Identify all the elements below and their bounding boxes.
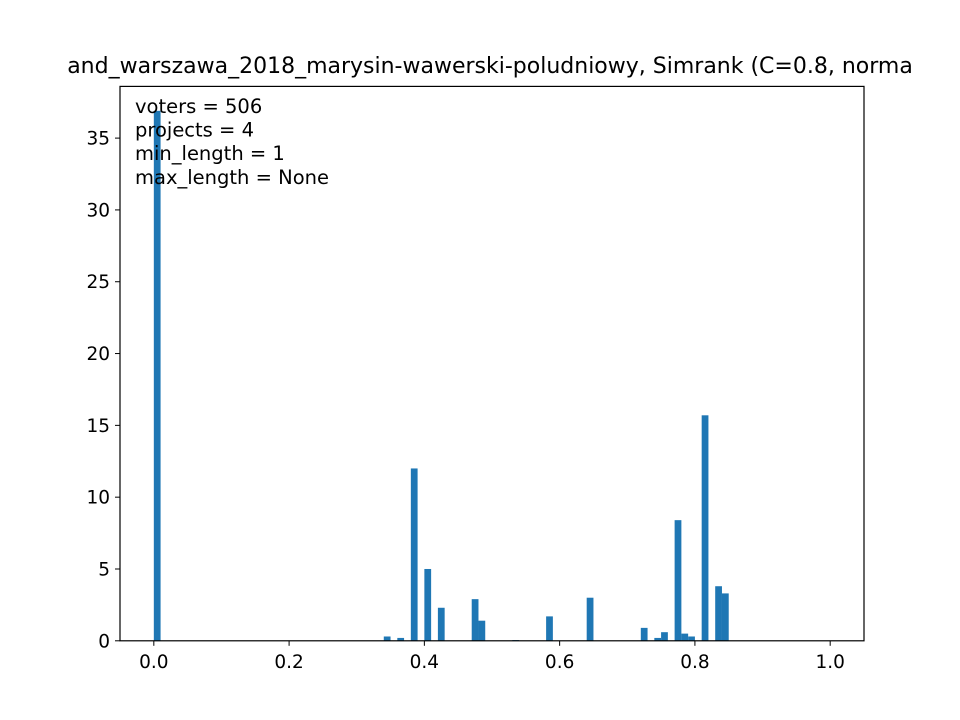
- annotation-line: max_length = None: [135, 166, 329, 189]
- x-tick-label: 1.0: [815, 652, 844, 673]
- histogram-bar: [471, 599, 479, 641]
- y-tick-label: 20: [86, 344, 110, 365]
- annotation-line: projects = 4: [135, 119, 254, 142]
- y-tick-label: 5: [98, 559, 110, 580]
- histogram-bar: [721, 593, 729, 641]
- y-tick-label: 15: [86, 416, 110, 437]
- histogram-bar: [688, 636, 695, 641]
- x-axis: 0.0 0.2 0.4 0.6 0.8 1.0: [139, 640, 845, 673]
- histogram-bar: [437, 607, 445, 641]
- plot-frame: [119, 85, 865, 642]
- annotation-line: min_length = 1: [135, 142, 285, 165]
- annotation-line: voters = 506: [135, 95, 262, 118]
- y-tick-label: 0: [98, 631, 110, 652]
- histogram-bar: [546, 616, 553, 641]
- bar-series: [153, 110, 729, 641]
- histogram-bar: [397, 637, 405, 641]
- histogram-bar: [410, 468, 418, 641]
- y-tick-label: 30: [86, 200, 110, 221]
- x-tick-label: 0.6: [545, 652, 574, 673]
- x-tick-label: 0.0: [139, 652, 168, 673]
- histogram-bar: [478, 620, 486, 641]
- histogram-bar: [640, 627, 648, 641]
- chart-title: and_warszawa_2018_marysin-wawerski-polud…: [67, 54, 913, 79]
- histogram-bar: [424, 568, 432, 641]
- y-tick-label: 25: [86, 272, 110, 293]
- y-tick-label: 35: [86, 129, 110, 150]
- histogram-bar: [586, 597, 594, 641]
- histogram-bar: [383, 636, 391, 641]
- x-tick-label: 0.2: [274, 652, 303, 673]
- y-tick-label: 10: [86, 488, 110, 509]
- histogram-bar: [701, 415, 709, 641]
- histogram-bar: [674, 520, 682, 641]
- histogram-bar: [661, 632, 668, 641]
- x-tick-label: 0.8: [680, 652, 709, 673]
- histogram-bar: [153, 110, 161, 641]
- histogram-bar: [654, 637, 662, 641]
- y-axis: 0 5 10 15 20 25 30 35: [86, 129, 120, 652]
- histogram-bar: [681, 633, 689, 641]
- histogram-bar: [715, 586, 722, 641]
- x-tick-label: 0.4: [410, 652, 439, 673]
